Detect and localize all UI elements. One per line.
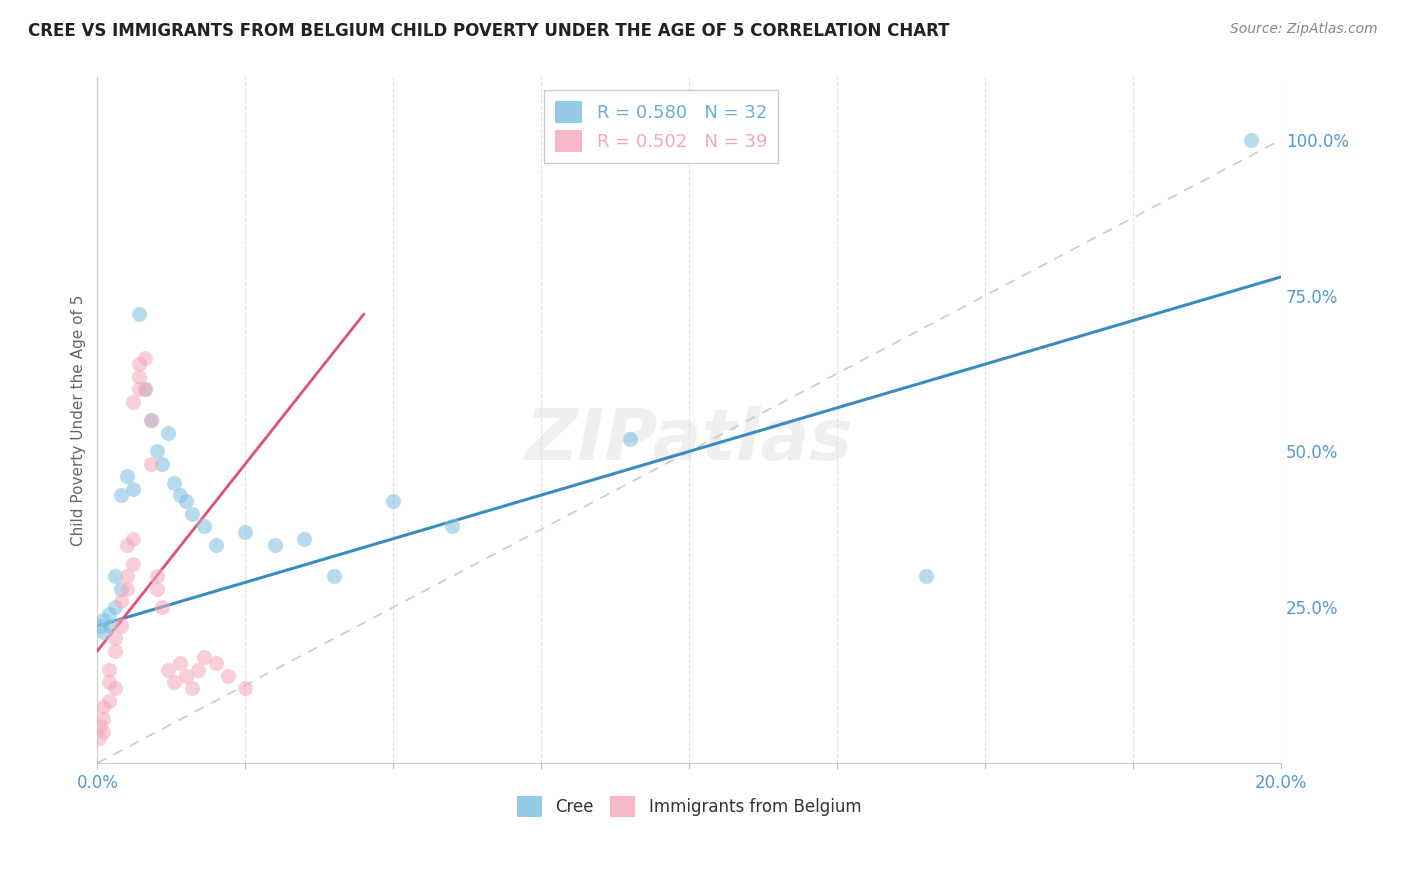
Point [91,625,114,640]
Point [89,719,111,733]
Point [1240,133,1263,147]
Point [104,569,127,583]
Point [98,694,121,708]
Point [104,644,127,658]
Point [98,607,121,621]
Point [115,538,138,552]
Point [121,557,143,571]
Point [157,663,180,677]
Point [139,413,162,427]
Point [98,675,121,690]
Point [323,569,346,583]
Point [233,525,256,540]
Point [169,488,191,502]
Point [128,357,150,371]
Point [91,613,114,627]
Point [233,681,256,696]
Point [441,519,464,533]
Point [110,582,132,596]
Point [169,657,191,671]
Point [128,307,150,321]
Point [163,475,186,490]
Text: ZIPatlas: ZIPatlas [526,407,853,475]
Point [98,619,121,633]
Point [104,600,127,615]
Point [110,619,132,633]
Point [91,713,114,727]
Point [294,532,316,546]
Text: Source: ZipAtlas.com: Source: ZipAtlas.com [1230,22,1378,37]
Point [91,725,114,739]
Point [187,663,209,677]
Point [134,382,156,396]
Point [104,632,127,646]
Point [181,681,204,696]
Point [174,494,197,508]
Point [204,657,226,671]
Point [264,538,287,552]
Point [139,413,162,427]
Point [163,675,186,690]
Point [145,569,167,583]
Point [110,488,132,502]
Point [128,382,150,396]
Legend: Cree, Immigrants from Belgium: Cree, Immigrants from Belgium [510,789,868,823]
Point [89,731,111,746]
Point [174,669,197,683]
Point [115,569,138,583]
Point [157,425,180,440]
Point [193,519,215,533]
Point [915,569,938,583]
Point [134,382,156,396]
Point [619,432,641,446]
Point [134,351,156,365]
Point [145,444,167,458]
Y-axis label: Child Poverty Under the Age of 5: Child Poverty Under the Age of 5 [72,294,86,546]
Point [98,663,121,677]
Point [152,600,174,615]
Point [145,582,167,596]
Point [121,394,143,409]
Point [382,494,405,508]
Point [139,457,162,471]
Point [217,669,239,683]
Point [193,650,215,665]
Point [128,369,150,384]
Point [152,457,174,471]
Point [91,700,114,714]
Point [89,619,111,633]
Point [181,507,204,521]
Point [121,532,143,546]
Point [115,582,138,596]
Point [115,469,138,483]
Point [104,681,127,696]
Point [204,538,226,552]
Text: CREE VS IMMIGRANTS FROM BELGIUM CHILD POVERTY UNDER THE AGE OF 5 CORRELATION CHA: CREE VS IMMIGRANTS FROM BELGIUM CHILD PO… [28,22,949,40]
Point [121,482,143,496]
Point [110,594,132,608]
